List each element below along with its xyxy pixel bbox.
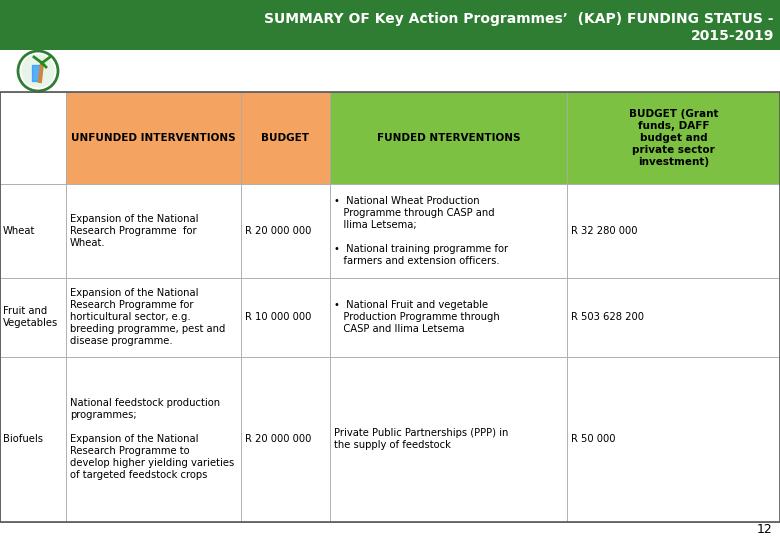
Text: R 20 000 000: R 20 000 000 [245,435,311,444]
Text: Fruit and
Vegetables: Fruit and Vegetables [3,307,58,328]
Bar [0,92,780,522]
Bar [66,278,241,357]
Bar [66,357,241,522]
Text: FUNDED NTERVENTIONS: FUNDED NTERVENTIONS [377,133,520,143]
Bar [0,92,66,184]
Bar [66,92,241,184]
Text: •  National Wheat Production
   Programme through CASP and
   Ilima Letsema;

• : • National Wheat Production Programme th… [334,196,508,266]
Bar [241,357,330,522]
Text: Expansion of the National
Research Programme for
horticultural sector, e.g.
bree: Expansion of the National Research Progr… [70,288,225,347]
Bar [567,92,780,184]
Bar [330,92,567,184]
Text: UNFUNDED INTERVENTIONS: UNFUNDED INTERVENTIONS [71,133,236,143]
Bar [66,184,241,278]
Bar [0,278,66,357]
Text: R 32 280 000: R 32 280 000 [571,226,637,236]
Text: R 20 000 000: R 20 000 000 [245,226,311,236]
Text: R 10 000 000: R 10 000 000 [245,313,311,322]
Text: 12: 12 [757,523,772,536]
Bar [330,278,567,357]
Text: Expansion of the National
Research Programme  for
Wheat.: Expansion of the National Research Progr… [70,214,198,248]
Text: Wheat: Wheat [3,226,35,236]
Text: National feedstock production
programmes;

Expansion of the National
Research Pr: National feedstock production programmes… [70,399,234,481]
Text: Biofuels: Biofuels [3,435,43,444]
Bar [567,184,780,278]
Bar [241,184,330,278]
Bar [0,0,780,50]
Text: 2015-2019: 2015-2019 [690,29,774,43]
Circle shape [18,51,58,91]
Bar [0,357,66,522]
Bar [330,184,567,278]
Text: R 50 000: R 50 000 [571,435,615,444]
Text: Private Public Partnerships (PPP) in
the supply of feedstock: Private Public Partnerships (PPP) in the… [334,429,509,450]
Bar [241,278,330,357]
Bar [0,184,66,278]
Circle shape [22,55,54,87]
Bar [567,357,780,522]
Bar [567,278,780,357]
Bar [330,357,567,522]
Text: R 503 628 200: R 503 628 200 [571,313,644,322]
Bar [241,92,330,184]
Text: BUDGET: BUDGET [261,133,310,143]
Text: •  National Fruit and vegetable
   Production Programme through
   CASP and Ilim: • National Fruit and vegetable Productio… [334,300,500,334]
Text: BUDGET (Grant
funds, DAFF
budget and
private sector
investment): BUDGET (Grant funds, DAFF budget and pri… [629,109,718,167]
Text: SUMMARY OF Key Action Programmes’  (KAP) FUNDING STATUS -: SUMMARY OF Key Action Programmes’ (KAP) … [264,12,774,26]
Bar [0,50,780,92]
